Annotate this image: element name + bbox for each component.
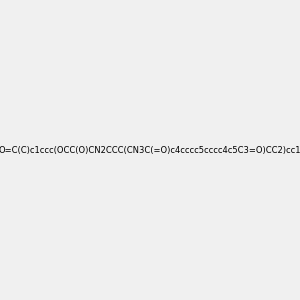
Text: O=C(C)c1ccc(OCC(O)CN2CCC(CN3C(=O)c4cccc5cccc4c5C3=O)CC2)cc1: O=C(C)c1ccc(OCC(O)CN2CCC(CN3C(=O)c4cccc5… [0, 146, 300, 154]
